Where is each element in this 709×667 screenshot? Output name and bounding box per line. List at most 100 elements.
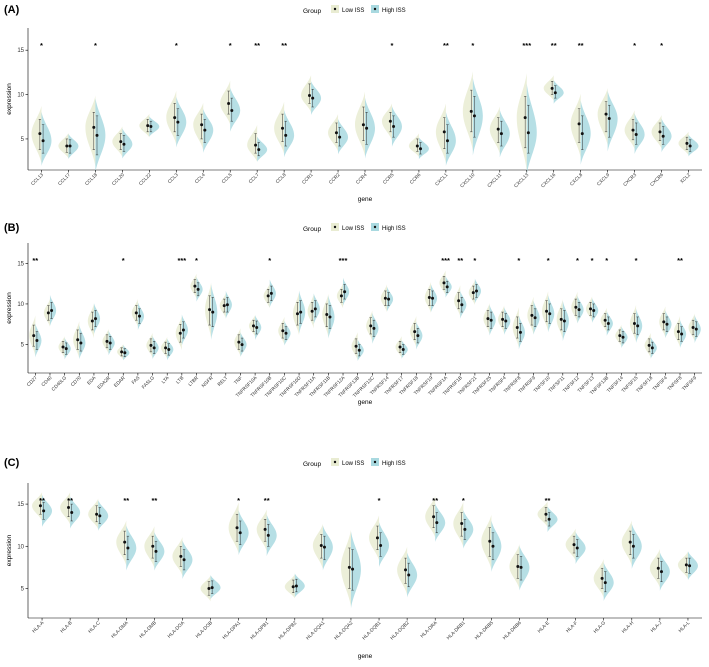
x-tick-label: LTA xyxy=(161,375,172,386)
point-low-iss xyxy=(354,344,358,348)
x-tick-label: CXCL11 xyxy=(486,172,503,189)
violin-low-iss xyxy=(509,544,520,589)
violin-low-iss xyxy=(139,113,150,138)
x-tick-label: HLA-DQA1 xyxy=(305,620,326,641)
x-tick-label: CXCL10 xyxy=(459,172,476,189)
point-low-iss xyxy=(486,317,490,321)
point-high-iss xyxy=(255,326,259,329)
x-tick-label: HLA-DPA1 xyxy=(221,620,242,641)
point-high-iss xyxy=(688,564,692,568)
point-high-iss xyxy=(401,347,405,351)
point-high-iss xyxy=(152,346,156,350)
point-high-iss xyxy=(491,544,495,548)
y-tick-label: 10 xyxy=(17,93,24,99)
violin-high-iss xyxy=(350,531,361,609)
x-tick-label: HLA-DMA xyxy=(110,620,130,640)
point-low-iss xyxy=(545,309,549,313)
point-high-iss xyxy=(472,114,476,118)
x-tick-label: TNFSF8 xyxy=(666,375,683,392)
significance-mark: ** xyxy=(457,256,463,265)
x-tick-label: CXCR6 xyxy=(649,172,665,188)
point-low-iss xyxy=(222,304,226,308)
x-axis-title: gene xyxy=(358,653,373,660)
point-low-iss xyxy=(442,130,446,134)
violin-high-iss xyxy=(379,522,390,568)
x-tick-label: CCL4 xyxy=(194,172,207,185)
point-low-iss xyxy=(432,515,436,519)
violin-high-iss xyxy=(41,111,52,166)
significance-mark: ** xyxy=(443,41,449,50)
point-high-iss xyxy=(35,339,39,342)
point-high-iss xyxy=(108,341,112,345)
violin-low-iss xyxy=(85,95,96,167)
x-tick-label: CD27 xyxy=(26,375,39,388)
significance-mark: ** xyxy=(67,496,73,505)
point-low-iss xyxy=(603,318,607,322)
point-low-iss xyxy=(90,319,94,323)
x-tick-label: HLA-H xyxy=(621,620,636,635)
x-tick-label: CCR1 xyxy=(301,172,315,186)
point-high-iss xyxy=(518,330,522,334)
point-low-iss xyxy=(632,321,636,325)
violin-low-iss xyxy=(481,514,492,570)
violin-high-iss xyxy=(203,109,214,153)
x-tick-label: FAS xyxy=(131,375,142,386)
point-low-iss xyxy=(404,568,408,572)
y-axis-title: expression xyxy=(6,292,13,324)
point-low-iss xyxy=(263,527,267,531)
point-high-iss xyxy=(435,521,439,525)
x-tick-label: HLA-DQB2 xyxy=(389,620,410,641)
point-high-iss xyxy=(343,290,347,294)
point-high-iss xyxy=(519,565,523,569)
violin-low-iss xyxy=(247,124,258,162)
violin-low-iss xyxy=(256,509,267,552)
point-low-iss xyxy=(471,291,475,295)
point-high-iss xyxy=(167,347,171,351)
legend-label: High ISS xyxy=(382,8,406,14)
point-high-iss xyxy=(196,287,200,291)
x-axis-title: gene xyxy=(358,399,373,406)
significance-mark: *** xyxy=(441,256,450,265)
significance-mark: *** xyxy=(522,41,531,50)
violin-low-iss xyxy=(369,515,380,561)
legend-point xyxy=(373,460,377,464)
point-low-iss xyxy=(544,512,548,516)
x-tick-label: HLA-DRB5 xyxy=(474,620,495,641)
point-high-iss xyxy=(230,109,234,113)
violin-high-iss xyxy=(526,83,537,175)
point-high-iss xyxy=(665,322,669,326)
point-high-iss xyxy=(98,514,102,518)
y-tick-label: 10 xyxy=(17,544,24,550)
point-low-iss xyxy=(684,563,688,567)
point-high-iss xyxy=(580,132,584,136)
x-tick-label: HLA-G xyxy=(593,620,608,635)
point-low-iss xyxy=(618,334,622,338)
violin-low-iss xyxy=(220,80,231,125)
x-tick-label: CCR4 xyxy=(355,172,369,186)
x-tick-label: HLA-DMB xyxy=(138,620,158,640)
violin-low-iss xyxy=(193,102,204,151)
y-tick-label: 15 xyxy=(17,261,24,267)
legend-label: Low ISS xyxy=(342,8,364,14)
point-low-iss xyxy=(291,585,295,589)
point-high-iss xyxy=(680,332,684,336)
point-low-iss xyxy=(369,324,373,328)
violin-high-iss xyxy=(631,523,642,569)
y-tick-label: 15 xyxy=(17,48,24,54)
point-high-iss xyxy=(68,144,72,148)
point-high-iss xyxy=(149,125,153,129)
significance-mark: ** xyxy=(151,496,157,505)
violin-low-iss xyxy=(408,133,419,157)
significance-mark: * xyxy=(40,41,43,50)
significance-mark: ** xyxy=(32,256,38,265)
point-high-iss xyxy=(123,351,127,355)
violin-low-iss xyxy=(355,91,365,156)
x-tick-label: CCL18 xyxy=(84,172,99,187)
point-high-iss xyxy=(41,139,45,143)
violin-high-iss xyxy=(126,525,137,571)
point-high-iss xyxy=(126,546,130,550)
violin-high-iss xyxy=(284,110,295,158)
point-low-iss xyxy=(319,543,323,547)
point-low-iss xyxy=(38,132,42,136)
significance-mark: * xyxy=(660,41,663,50)
